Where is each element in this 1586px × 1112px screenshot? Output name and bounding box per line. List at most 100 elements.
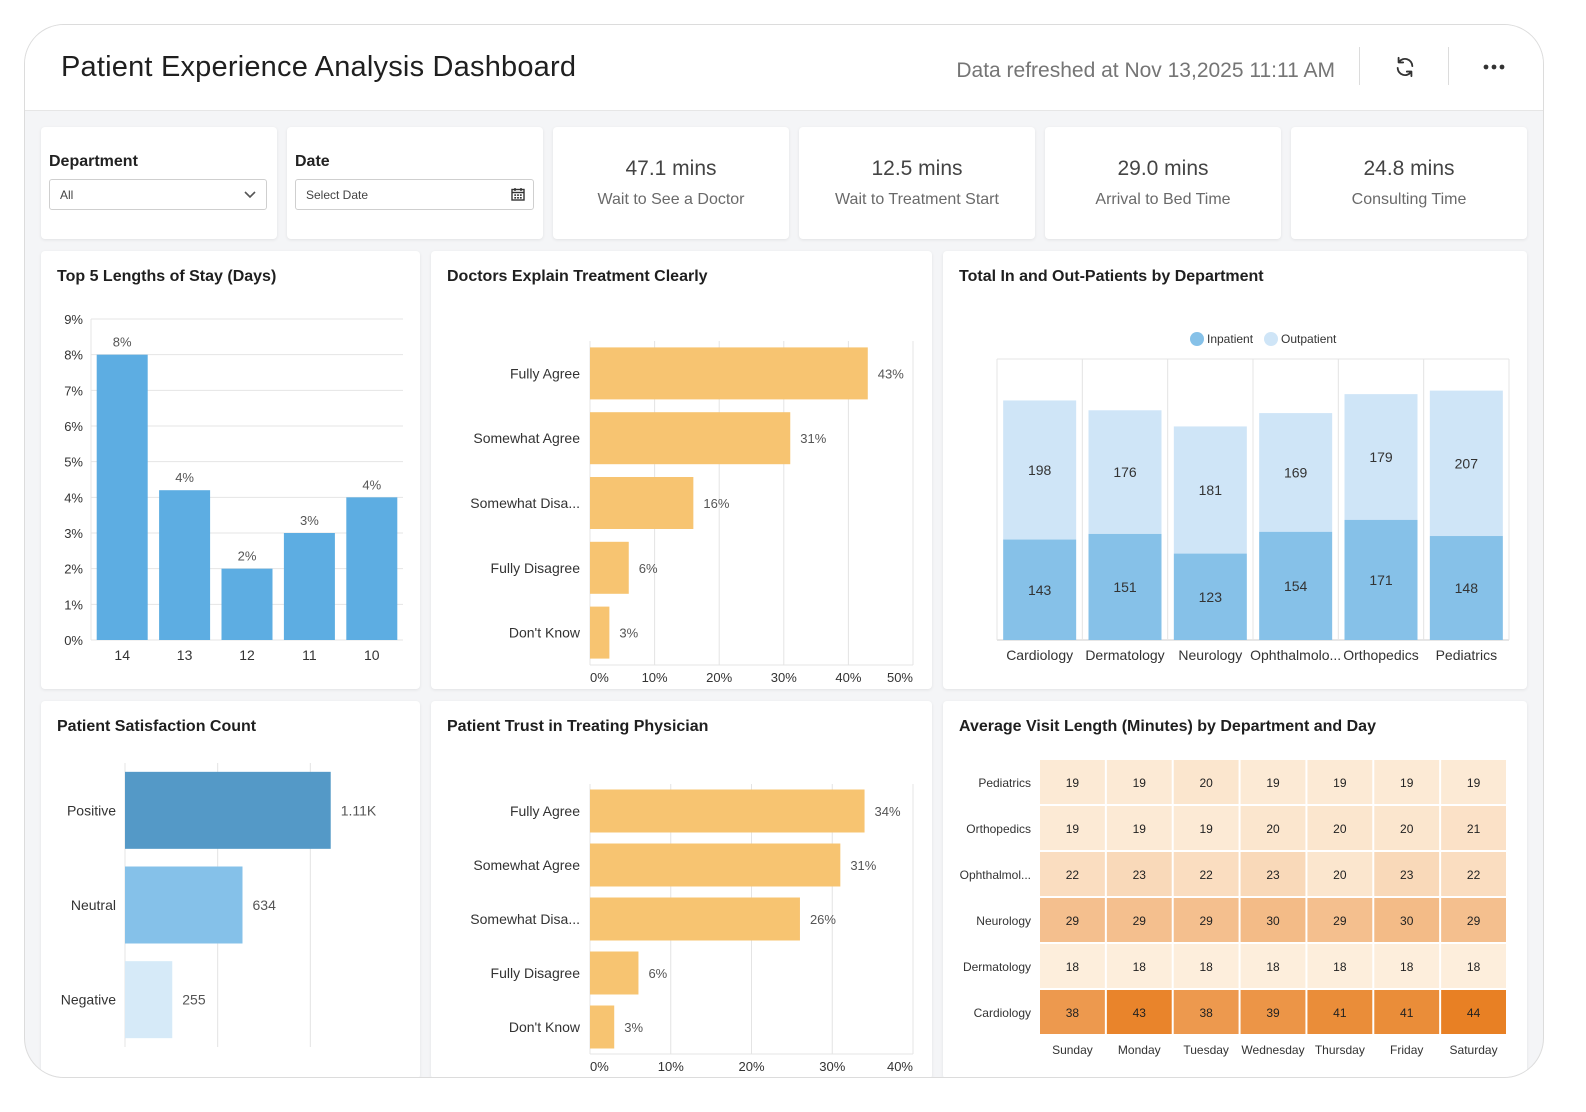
column-label: Saturday	[1450, 1043, 1498, 1057]
chart-title: Doctors Explain Treatment Clearly	[447, 268, 708, 285]
data-label: 2%	[238, 549, 257, 564]
bar-inpatient	[1173, 553, 1247, 640]
heatmap-cell	[1374, 944, 1440, 988]
data-label: 123	[1199, 589, 1223, 605]
data-label: 8%	[113, 335, 132, 350]
heatmap-cell	[1374, 990, 1440, 1034]
x-tick-label: Ophthalmolo...	[1250, 647, 1341, 663]
category-label: Positive	[67, 802, 116, 818]
heatmap-cell	[1173, 944, 1239, 988]
cell-value: 41	[1333, 1006, 1347, 1020]
data-label: 179	[1369, 449, 1393, 465]
data-label: 6%	[639, 561, 658, 576]
x-tick-label: Orthopedics	[1343, 647, 1418, 663]
heatmap-cell	[1441, 852, 1506, 896]
cell-value: 19	[1133, 776, 1147, 790]
cell-value: 19	[1066, 822, 1080, 836]
bar-inpatient	[1429, 536, 1503, 640]
bar	[283, 533, 335, 640]
x-tick-label: 50%	[887, 670, 913, 685]
x-tick-label: 11	[302, 647, 317, 663]
heatmap-cell	[1240, 760, 1306, 804]
cell-value: 20	[1266, 822, 1280, 836]
cell-value: 23	[1266, 868, 1280, 882]
heatmap-cell	[1374, 852, 1440, 896]
heatmap-cell	[1441, 944, 1506, 988]
row-label: Dermatology	[963, 960, 1031, 974]
data-label: 181	[1199, 482, 1223, 498]
y-tick-label: 0%	[64, 633, 83, 648]
category-label: Fully Disagree	[491, 965, 581, 981]
data-label: 43%	[878, 366, 904, 381]
bar-outpatient	[1003, 400, 1077, 540]
kpi-label: Wait to See a Doctor	[597, 191, 745, 208]
more-options-button[interactable]	[1474, 49, 1514, 85]
refresh-button[interactable]	[1385, 49, 1425, 85]
cell-value: 23	[1400, 868, 1414, 882]
cell-value: 29	[1333, 914, 1347, 928]
category-label: Fully Agree	[510, 803, 580, 819]
cell-value: 29	[1133, 914, 1147, 928]
heatmap-cell	[1441, 760, 1506, 804]
cell-value: 20	[1400, 822, 1414, 836]
data-label: 3%	[300, 513, 319, 528]
x-tick-label: 13	[177, 647, 193, 663]
kpi-card-consulting: 24.8 mins Consulting Time	[1291, 127, 1527, 239]
cell-value: 19	[1333, 776, 1347, 790]
heatmap-cell	[1040, 806, 1105, 850]
column-label: Tuesday	[1183, 1043, 1229, 1057]
heatmap-cell	[1040, 852, 1105, 896]
data-label: 4%	[175, 470, 194, 485]
kpi-card-wait-doctor: 47.1 mins Wait to See a Doctor	[553, 127, 789, 239]
cell-value: 18	[1333, 960, 1347, 974]
bar-inpatient	[1088, 533, 1162, 640]
row-label: Cardiology	[974, 1006, 1031, 1020]
category-label: Fully Agree	[510, 365, 580, 381]
explain-treatment-chart: 0% 10% 20% 30% 40% 50% 43% Fully Agree 31% Somewh…	[470, 341, 914, 685]
row-label: Neurology	[976, 914, 1031, 928]
cell-value: 22	[1066, 868, 1080, 882]
explain-treatment-card: Doctors Explain Treatment Clearly 0% 10% 2…	[431, 251, 932, 689]
department-dropdown[interactable]: All	[49, 179, 267, 210]
cell-value: 20	[1199, 776, 1213, 790]
x-tick-label: Pediatrics	[1436, 647, 1497, 663]
heatmap-cell	[1173, 760, 1239, 804]
heatmap-cell	[1173, 898, 1239, 942]
bar-outpatient	[1173, 426, 1247, 554]
data-label: 198	[1028, 462, 1052, 478]
data-label: 26%	[810, 912, 836, 927]
visit-length-card: Average Visit Length (Minutes) by Depart…	[943, 701, 1527, 1077]
refresh-icon	[1396, 56, 1414, 78]
date-picker-input[interactable]: Select Date	[295, 179, 534, 210]
chart-title: Patient Satisfaction Count	[57, 718, 257, 735]
bar	[590, 897, 800, 941]
heatmap-cell	[1106, 852, 1172, 896]
kpi-label: Arrival to Bed Time	[1095, 191, 1231, 208]
bar	[590, 951, 639, 995]
kpi-value: 47.1 mins	[625, 157, 717, 180]
cell-value: 21	[1467, 822, 1481, 836]
cell-value: 23	[1133, 868, 1147, 882]
department-dropdown-value: All	[60, 188, 74, 202]
heatmap-cell	[1040, 990, 1105, 1034]
x-tick-label: 40%	[887, 1059, 913, 1074]
data-label: 3%	[624, 1020, 643, 1035]
row-label: Orthopedics	[966, 822, 1031, 836]
dashboard-frame: Patient Experience Analysis Dashboard Da…	[24, 24, 1544, 1078]
category-label: Don't Know	[509, 1019, 581, 1035]
bar	[125, 771, 331, 849]
category-label: Neutral	[71, 897, 116, 913]
heatmap-cell	[1307, 990, 1373, 1034]
length-of-stay-card: Top 5 Lengths of Stay (Days) 0% 1% 2% 3% 4% 5…	[41, 251, 420, 689]
heatmap-cell	[1040, 944, 1105, 988]
data-label: 143	[1028, 582, 1052, 598]
kpi-label: Consulting Time	[1351, 191, 1467, 208]
heatmap-cell	[1240, 898, 1306, 942]
x-tick-label: Cardiology	[1006, 647, 1073, 663]
column-label: Friday	[1390, 1043, 1423, 1057]
data-label: 6%	[648, 966, 667, 981]
chart-title: Average Visit Length (Minutes) by Depart…	[959, 718, 1376, 735]
bar-outpatient	[1429, 390, 1503, 537]
bar	[590, 789, 865, 833]
cell-value: 20	[1333, 822, 1347, 836]
